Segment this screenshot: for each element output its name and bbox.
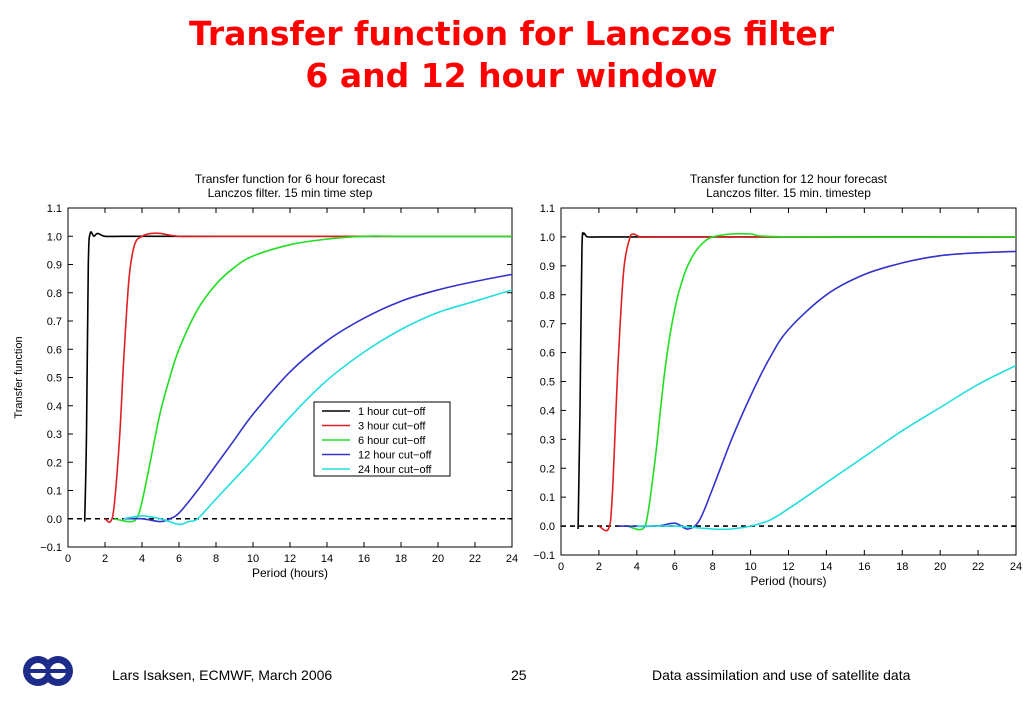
x-tick-label: 2	[102, 553, 108, 565]
x-axis-label: Period (hours)	[750, 574, 826, 588]
y-tick-label: 0.4	[47, 401, 62, 413]
y-tick-label: 1.0	[540, 232, 555, 244]
y-tick-label: 0.7	[540, 319, 555, 331]
x-tick-label: 24	[1010, 561, 1022, 573]
series-line-5	[123, 289, 512, 526]
slide-title-line-2: 6 and 12 hour window	[305, 56, 718, 95]
slide-title-line-1: Transfer function for Lanczos filter	[188, 14, 835, 53]
y-tick-label: 0.9	[47, 260, 62, 272]
series-line-1	[83, 231, 512, 522]
chart-6-hour-forecast: Transfer function for 6 hour forecastLan…	[13, 172, 518, 580]
x-tick-label: 0	[558, 561, 564, 573]
series-line-1	[577, 231, 1016, 530]
y-tick-label: 0.0	[47, 514, 62, 526]
chart-title: Transfer function for 12 hour forecast	[690, 172, 888, 186]
x-tick-label: 10	[247, 553, 259, 565]
y-tick-label: 1.1	[47, 203, 62, 215]
y-tick-label: 1.1	[540, 203, 555, 215]
x-tick-label: 20	[934, 561, 946, 573]
legend-entry-4: 12 hour cut−off	[358, 450, 432, 462]
y-tick-label: 1.0	[47, 231, 62, 243]
series-line-4	[617, 250, 1016, 530]
y-tick-label: 0.6	[47, 344, 62, 356]
y-tick-label: 0.8	[47, 288, 62, 300]
y-tick-label: 0.5	[47, 373, 62, 385]
legend-entry-1: 1 hour cut−off	[358, 406, 426, 418]
x-tick-label: 4	[139, 553, 145, 565]
y-axis-label: Transfer function	[13, 336, 25, 418]
x-tick-label: 10	[744, 561, 756, 573]
footer-topic: Data assimilation and use of satellite d…	[652, 667, 911, 683]
x-tick-label: 14	[321, 553, 333, 565]
chart-subtitle: Lanczos filter. 15 min time step	[208, 186, 373, 200]
x-tick-label: 18	[896, 561, 908, 573]
x-tick-label: 4	[634, 561, 640, 573]
y-tick-label: 0.2	[540, 463, 555, 475]
footer-page-number: 25	[511, 667, 527, 683]
y-tick-label: 0.7	[47, 316, 62, 328]
y-tick-label: 0.0	[540, 521, 555, 533]
x-tick-label: 6	[176, 553, 182, 565]
x-tick-label: 12	[284, 553, 296, 565]
series-line-2	[598, 233, 1016, 532]
y-tick-label: 0.6	[540, 348, 555, 360]
legend-entry-2: 3 hour cut−off	[358, 421, 426, 433]
x-tick-label: 24	[506, 553, 518, 565]
x-tick-label: 16	[858, 561, 870, 573]
x-tick-label: 18	[395, 553, 407, 565]
footer-author: Lars Isaksen, ECMWF, March 2006	[112, 667, 333, 683]
x-tick-label: 8	[710, 561, 716, 573]
x-tick-label: 12	[782, 561, 794, 573]
y-tick-label: 0.3	[540, 434, 555, 446]
y-tick-label: −0.1	[533, 550, 555, 562]
y-tick-label: 0.1	[540, 492, 555, 504]
y-tick-label: 0.3	[47, 429, 62, 441]
plot-frame	[67, 207, 513, 548]
x-tick-label: 22	[469, 553, 481, 565]
series-line-5	[636, 364, 1016, 531]
series-line-2	[104, 232, 512, 523]
ecmwf-logo-icon	[23, 656, 73, 686]
y-tick-label: 0.9	[540, 261, 555, 273]
plot-frame	[560, 207, 1017, 556]
legend-entry-3: 6 hour cut−off	[358, 435, 426, 447]
x-axis-label: Period (hours)	[252, 566, 328, 580]
x-tick-label: 20	[432, 553, 444, 565]
chart-12-hour-forecast: Transfer function for 12 hour forecastLa…	[533, 172, 1022, 588]
x-tick-label: 8	[213, 553, 219, 565]
x-tick-label: 14	[820, 561, 832, 573]
y-tick-label: 0.4	[540, 405, 555, 417]
x-tick-label: 0	[65, 553, 71, 565]
y-tick-label: 0.8	[540, 290, 555, 302]
x-tick-label: 6	[672, 561, 678, 573]
x-tick-label: 22	[972, 561, 984, 573]
x-tick-label: 2	[596, 561, 602, 573]
x-tick-label: 16	[358, 553, 370, 565]
y-tick-label: 0.5	[540, 377, 555, 389]
y-tick-label: 0.2	[47, 457, 62, 469]
series-line-3	[627, 232, 1016, 531]
legend-entry-5: 24 hour cut−off	[358, 464, 432, 476]
chart-title: Transfer function for 6 hour forecast	[195, 172, 386, 186]
y-tick-label: 0.1	[47, 486, 62, 498]
series-line-4	[123, 273, 512, 523]
chart-subtitle: Lanczos filter. 15 min. timestep	[706, 186, 871, 200]
y-tick-label: −0.1	[40, 542, 62, 554]
legend-box	[313, 401, 451, 477]
series-line-3	[114, 235, 512, 523]
